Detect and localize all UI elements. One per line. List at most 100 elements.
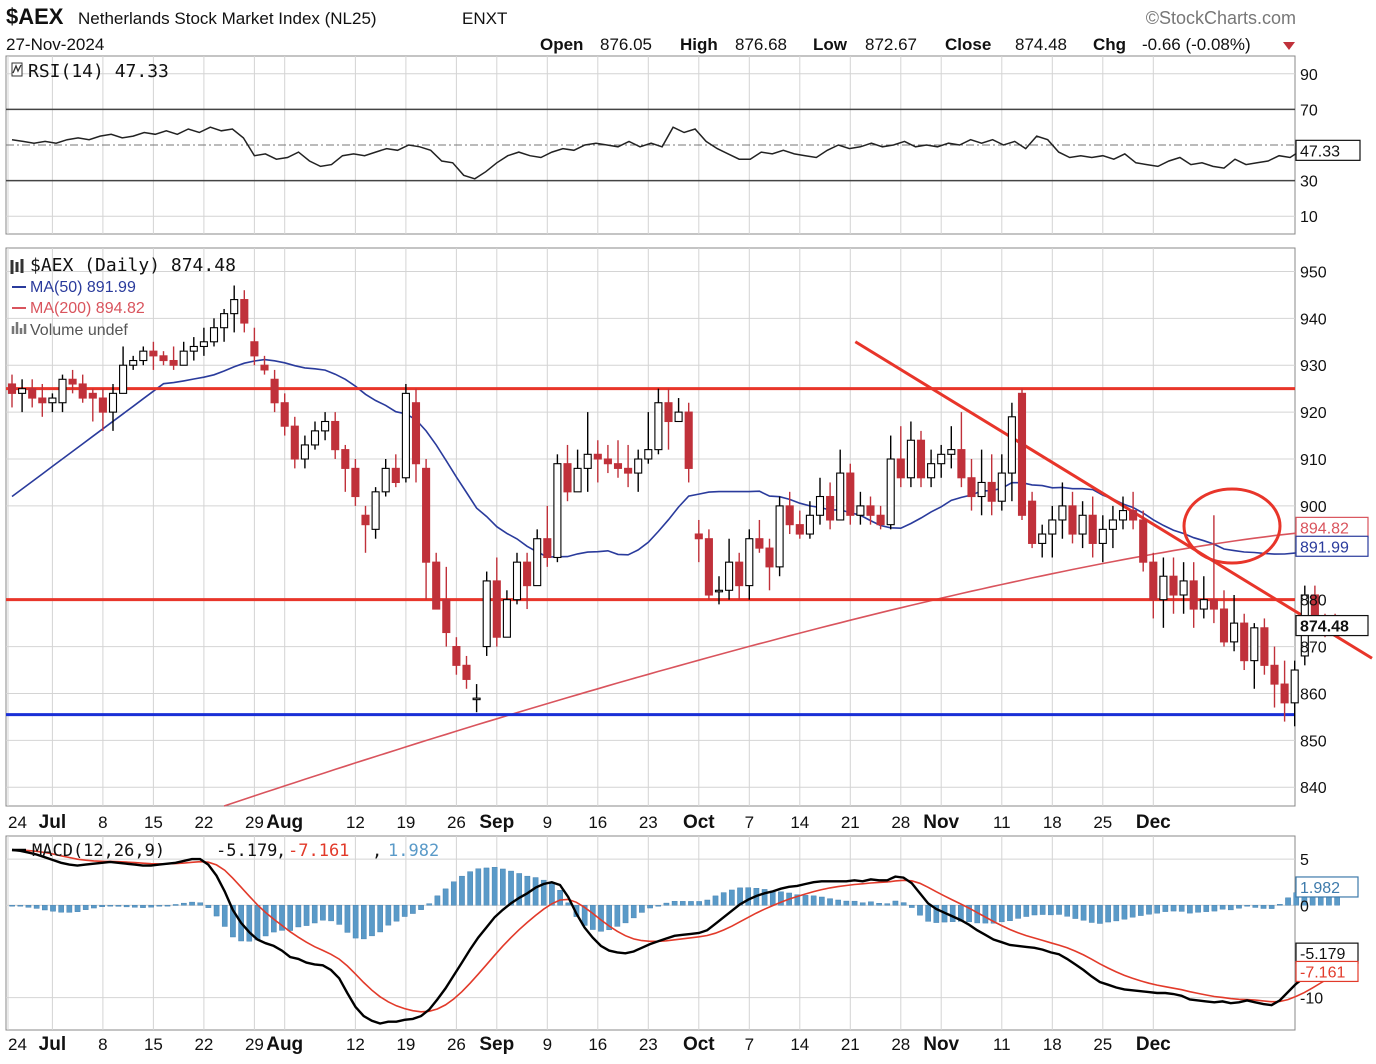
macd-histogram-bar bbox=[442, 888, 449, 906]
macd-histogram-bar bbox=[1170, 905, 1177, 912]
candle-down bbox=[1270, 664, 1279, 685]
hist-value-tag bbox=[1295, 876, 1359, 898]
macd-histogram-bar bbox=[74, 905, 81, 912]
macd-histogram-bar bbox=[557, 890, 563, 906]
signal-value-tag-text: -7.161 bbox=[1300, 964, 1345, 981]
y-tick-label: -10 bbox=[1300, 991, 1323, 1008]
macd-histogram-bar bbox=[205, 905, 212, 908]
candle-up bbox=[220, 313, 229, 329]
macd-histogram-bar bbox=[876, 902, 882, 906]
macd-histogram-bar bbox=[794, 894, 801, 906]
candle-down bbox=[68, 378, 77, 385]
macd-histogram-bar bbox=[279, 905, 285, 931]
x-axis-label-macd: 8 bbox=[98, 1035, 107, 1054]
macd-histogram-bar bbox=[99, 905, 105, 907]
macd-histogram-bar bbox=[311, 905, 318, 924]
candle-down bbox=[967, 477, 976, 498]
macd-histogram-bar bbox=[1015, 905, 1021, 919]
x-axis-label-macd: 23 bbox=[639, 1035, 658, 1054]
candle-up bbox=[1058, 505, 1067, 521]
macd-histogram-bar bbox=[17, 905, 24, 907]
macd-histogram-bar bbox=[320, 905, 326, 921]
macd-histogram-bar bbox=[843, 900, 850, 906]
x-axis-label-price: 16 bbox=[588, 813, 607, 832]
macd-histogram-bar bbox=[1031, 905, 1038, 916]
macd-histogram-bar bbox=[1162, 905, 1169, 912]
macd-histogram-bar bbox=[426, 903, 433, 906]
x-axis-label-price: 23 bbox=[639, 813, 658, 832]
macd-histogram-bar bbox=[434, 895, 441, 906]
macd-histogram-bar bbox=[1211, 905, 1218, 912]
candle-up bbox=[371, 491, 380, 530]
candle-up bbox=[573, 467, 582, 493]
y-tick-label: 850 bbox=[1300, 733, 1327, 750]
candle-up bbox=[1007, 416, 1016, 474]
candle-up bbox=[209, 327, 219, 343]
candle-down bbox=[331, 420, 340, 451]
volume-legend: Volume undef bbox=[30, 322, 128, 339]
macd-histogram-bar bbox=[1244, 905, 1250, 907]
candle-up bbox=[674, 411, 683, 423]
candle-down bbox=[755, 538, 764, 549]
macd-histogram-bar bbox=[679, 901, 686, 906]
candle-down bbox=[391, 467, 400, 484]
y-tick-label: 940 bbox=[1300, 311, 1327, 328]
candle-down bbox=[260, 364, 269, 371]
x-axis-label-macd: 7 bbox=[745, 1035, 754, 1054]
macd-histogram-bar bbox=[1039, 905, 1046, 915]
x-axis-label-macd: 25 bbox=[1093, 1035, 1112, 1054]
macd-histogram-bar bbox=[1072, 905, 1079, 919]
macd-histogram-bar bbox=[868, 901, 874, 906]
macd-histogram-bar bbox=[213, 905, 220, 917]
candle-down bbox=[432, 561, 441, 610]
macd-histogram-bar bbox=[1138, 905, 1144, 916]
ma200-value-tag-text: 894.82 bbox=[1300, 520, 1349, 537]
macd-histogram-bar bbox=[369, 905, 375, 937]
chart-title: Netherlands Stock Market Index (NL25) bbox=[78, 9, 377, 28]
candle-down bbox=[78, 383, 87, 399]
macd-histogram-bar bbox=[328, 905, 334, 922]
y-tick-label: 30 bbox=[1300, 174, 1318, 191]
candle-down bbox=[1088, 514, 1097, 544]
macd-histogram-bar bbox=[884, 903, 891, 906]
macd-histogram-bar bbox=[851, 900, 858, 906]
macd-histogram-bar bbox=[1252, 905, 1259, 908]
y-tick-label: 840 bbox=[1300, 780, 1327, 797]
high-label: High bbox=[680, 35, 718, 54]
macd-histogram-bar bbox=[1064, 905, 1071, 917]
x-axis-label-price: 14 bbox=[790, 813, 809, 832]
rsi-legend: RSI(14) 47.33 bbox=[11, 61, 169, 82]
candle-up bbox=[1250, 627, 1259, 662]
candle-down bbox=[1149, 561, 1158, 601]
crossover-circle bbox=[1182, 487, 1282, 565]
candle-up bbox=[856, 505, 865, 516]
candle-up bbox=[977, 481, 986, 498]
candle-up bbox=[886, 458, 895, 526]
y-tick-label: 0 bbox=[1300, 898, 1309, 915]
candle-down bbox=[341, 449, 350, 469]
ma200-legend: MA(200) 894.82 bbox=[30, 300, 145, 317]
candle-up bbox=[654, 402, 663, 451]
price-legend: $AEX (Daily) 874.48 MA(50) 891.99 MA(200… bbox=[10, 255, 236, 339]
candle-up bbox=[310, 430, 320, 446]
x-axis-label-price: 7 bbox=[745, 813, 754, 832]
candle-down bbox=[442, 599, 451, 634]
candle-down bbox=[896, 458, 905, 479]
candle-up bbox=[199, 341, 208, 348]
macd-histogram-bar bbox=[663, 902, 670, 906]
candle-up bbox=[1078, 514, 1087, 535]
macd-histogram-bar bbox=[254, 905, 261, 941]
macd-histogram-bar bbox=[1227, 905, 1234, 911]
x-axis-label-macd: Jul bbox=[39, 1034, 66, 1055]
x-axis-label-price: 9 bbox=[543, 813, 552, 832]
candle-up bbox=[482, 580, 491, 648]
macd-legend-name: MACD(12,26,9) bbox=[32, 841, 165, 861]
macd-histogram-bar bbox=[475, 868, 482, 906]
macd-histogram-bar bbox=[500, 868, 506, 906]
candle-down bbox=[422, 467, 431, 563]
macd-histogram-bar bbox=[549, 883, 555, 906]
y-tick-label: 10 bbox=[1300, 209, 1318, 226]
candle-down bbox=[492, 580, 501, 638]
macd-histogram-bar bbox=[892, 900, 899, 906]
candle-up bbox=[1290, 669, 1299, 704]
